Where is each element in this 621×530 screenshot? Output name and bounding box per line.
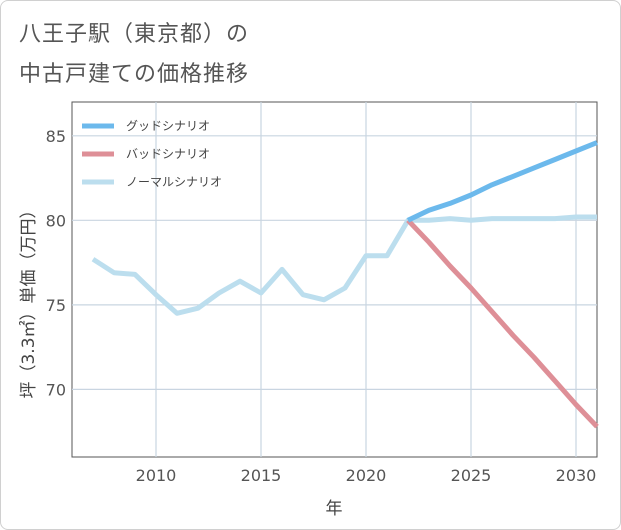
y-tick-label: 75 (46, 296, 66, 315)
x-tick-label: 2010 (136, 466, 177, 485)
x-axis-label: 年 (326, 499, 343, 519)
legend-label: ノーマルシナリオ (126, 175, 222, 189)
legend-label: グッドシナリオ (126, 119, 210, 133)
y-tick-label: 70 (46, 380, 66, 399)
chart-title-line-1: 八王子駅（東京都）の (19, 22, 250, 47)
tick-labels: 2010 2015 2020 2025 2030 70 75 80 85 (46, 127, 597, 485)
x-tick-label: 2020 (346, 466, 387, 485)
x-tick-label: 2015 (241, 466, 282, 485)
series-line-3 (91, 214, 597, 316)
legend-label: バッドシナリオ (126, 147, 210, 161)
grid-lines (72, 102, 597, 457)
series-lines (91, 140, 599, 429)
plot-area (71, 101, 598, 458)
y-tick-label: 85 (46, 127, 66, 146)
y-tick-label: 80 (46, 211, 66, 230)
series-line-2 (406, 218, 599, 429)
x-tick-label: 2030 (556, 466, 597, 485)
series-line-1 (406, 140, 598, 223)
x-tick-label: 2025 (451, 466, 492, 485)
y-axis-label: 坪（3.3㎡）単価（万円） (19, 201, 39, 398)
chart-title-line-2: 中古戸建ての価格推移 (19, 62, 250, 87)
